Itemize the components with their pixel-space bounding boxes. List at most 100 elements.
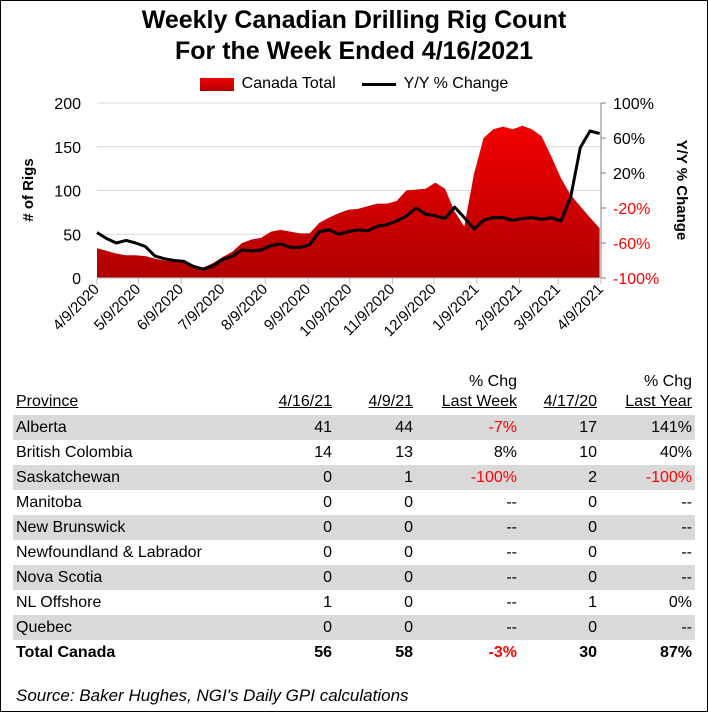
y2-tick-label: -20% xyxy=(613,201,650,218)
cell-c5: -- xyxy=(600,615,695,640)
cell-c4: 0 xyxy=(520,565,600,590)
y-tick-label: 100 xyxy=(54,184,81,201)
cell-province: Manitoba xyxy=(16,494,82,511)
cell-c4: 0 xyxy=(588,494,597,511)
cell-c5: -- xyxy=(600,565,695,590)
cell-c1: 0 xyxy=(239,615,335,640)
table-row: Quebec 0 0 -- 0 -- xyxy=(13,615,695,640)
legend: Canada Total Y/Y % Change xyxy=(0,75,708,93)
table-row: Saskatchewan 0 1 -100% 2 -100% xyxy=(13,465,695,490)
cell-c1: 0 xyxy=(239,565,335,590)
cell-c5: 87% xyxy=(659,644,692,661)
y2-tick-label: 20% xyxy=(613,166,645,183)
cell-c1: 1 xyxy=(323,594,332,611)
province-table: Province 4/16/21 4/9/21 % Chg Last Week 4… xyxy=(13,372,695,665)
cell-c3: -- xyxy=(416,615,520,640)
cell-c3: -100% xyxy=(416,465,520,490)
chart-title-line1: Weekly Canadian Drilling Rig Count xyxy=(141,6,567,34)
header-c3-top: % Chg xyxy=(468,373,517,390)
cell-c1: 0 xyxy=(239,465,335,490)
source-note: Source: Baker Hughes, NGI's Daily GPI ca… xyxy=(16,686,409,705)
cell-c2: 0 xyxy=(404,544,413,561)
cell-c5: -- xyxy=(600,515,695,540)
cell-c4: 0 xyxy=(520,515,600,540)
cell-c2: 0 xyxy=(335,565,416,590)
cell-province: British Colombia xyxy=(16,444,133,461)
cell-province: NL Offshore xyxy=(16,594,102,611)
header-c3: Last Week xyxy=(441,393,517,410)
table-row: Newfoundland & Labrador 0 0 -- 0 -- xyxy=(13,540,695,565)
cell-c1: 0 xyxy=(323,544,332,561)
cell-c2: 0 xyxy=(404,494,413,511)
table-header: Province 4/16/21 4/9/21 % Chg Last Week 4… xyxy=(13,372,695,415)
y-tick-label: 150 xyxy=(54,140,81,157)
cell-c1: 0 xyxy=(239,515,335,540)
cell-c2: 44 xyxy=(335,415,416,440)
cell-province: New Brunswick xyxy=(13,515,239,540)
series-area-canada-total xyxy=(97,125,600,278)
y-tick-label: 0 xyxy=(72,271,81,288)
cell-province: Quebec xyxy=(13,615,239,640)
x-tick-label: 4/9/2021 xyxy=(554,281,607,334)
table-row: British Colombia 14 13 8% 10 40% xyxy=(13,440,695,465)
cell-c2: 58 xyxy=(395,644,413,661)
y2-axis-label: Y/Y % Change xyxy=(673,140,690,241)
series-line-yoy-change xyxy=(96,129,600,271)
y-tick-label: 200 xyxy=(54,96,81,113)
y-axis-label: # of Rigs xyxy=(20,158,37,221)
cell-c3: -7% xyxy=(416,415,520,440)
cell-c4: 0 xyxy=(588,544,597,561)
table-row: Nova Scotia 0 0 -- 0 -- xyxy=(13,565,695,590)
cell-province: Alberta xyxy=(13,415,239,440)
header-c4: 4/17/20 xyxy=(543,393,597,410)
cell-c5: 40% xyxy=(659,444,692,461)
cell-c2: 0 xyxy=(335,615,416,640)
table-row: New Brunswick 0 0 -- 0 -- xyxy=(13,515,695,540)
cell-c5: 0% xyxy=(668,594,692,611)
x-tick-label: 7/9/2020 xyxy=(175,281,228,334)
cell-c2: 0 xyxy=(404,594,413,611)
cell-c2: 1 xyxy=(335,465,416,490)
y2-tick-label: -60% xyxy=(613,236,650,253)
cell-c1: 56 xyxy=(314,644,332,661)
x-tick-label: 8/9/2020 xyxy=(218,281,271,334)
cell-c5: -- xyxy=(681,494,692,511)
cell-c4: 10 xyxy=(579,444,597,461)
legend-label-yoy: Y/Y % Change xyxy=(403,75,509,92)
y2-tick-label: 60% xyxy=(613,131,645,148)
cell-c1: 0 xyxy=(323,494,332,511)
cell-c2: 0 xyxy=(335,515,416,540)
header-c5-top: % Chg xyxy=(643,373,692,390)
header-province: Province xyxy=(16,393,79,410)
table-row: NL Offshore 1 0 -- 1 0% xyxy=(13,590,695,615)
cell-c3: -- xyxy=(416,515,520,540)
cell-province: Newfoundland & Labrador xyxy=(16,544,202,561)
cell-c4: 17 xyxy=(520,415,600,440)
cell-c2: 13 xyxy=(395,444,413,461)
cell-c1: 41 xyxy=(239,415,335,440)
cell-c5: 141% xyxy=(600,415,695,440)
table-row: Alberta 41 44 -7% 17 141% xyxy=(13,415,695,440)
table-row: Manitoba 0 0 -- 0 -- xyxy=(13,490,695,515)
header-c1: 4/16/21 xyxy=(278,393,332,410)
cell-province: Nova Scotia xyxy=(13,565,239,590)
x-tick-label: 1/9/2021 xyxy=(429,281,482,334)
cell-c5: -100% xyxy=(600,465,695,490)
cell-c3: -3% xyxy=(488,644,517,661)
y2-tick-label: 100% xyxy=(613,96,654,113)
y-tick-label: 50 xyxy=(63,227,81,244)
cell-c3: -- xyxy=(506,594,517,611)
cell-c4: 1 xyxy=(588,594,597,611)
cell-c4: 30 xyxy=(579,644,597,661)
cell-province: Total Canada xyxy=(16,644,116,661)
cell-c3: 8% xyxy=(493,444,517,461)
chart-title-line2: For the Week Ended 4/16/2021 xyxy=(174,37,534,65)
legend-swatch-area xyxy=(199,77,234,91)
cell-c3: -- xyxy=(416,565,520,590)
header-c5: Last Year xyxy=(625,393,692,410)
cell-c1: 14 xyxy=(314,444,332,461)
x-tick-label: 5/9/2020 xyxy=(91,281,144,334)
legend-swatch-line xyxy=(361,82,396,86)
header-c2: 4/9/21 xyxy=(368,393,413,410)
rig-count-chart: 0 50 100 150 200 -100% -60% -20% 20% 60% 100% 4/9/2… xyxy=(20,96,690,340)
